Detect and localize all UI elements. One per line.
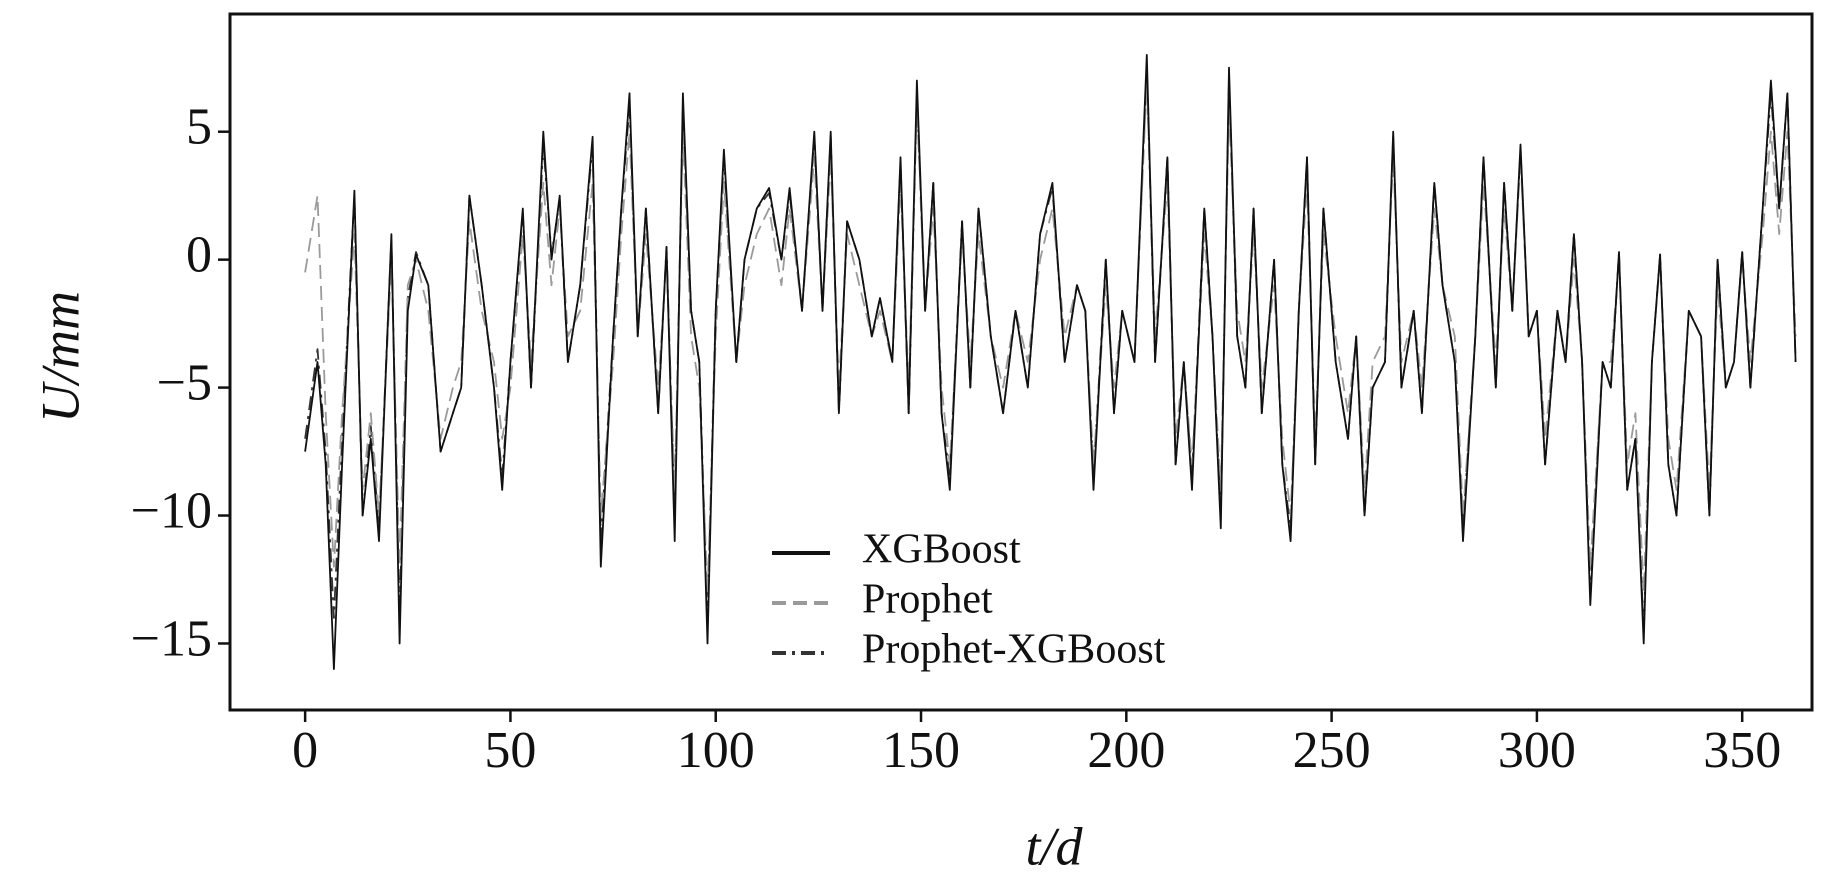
y-tick-label: −15 [131, 610, 212, 667]
legend-label: Prophet [862, 577, 993, 623]
plot-frame [228, 12, 1814, 712]
y-tick-label: 5 [186, 99, 212, 156]
x-tick-label: 100 [677, 722, 755, 779]
x-tick-label: 300 [1498, 722, 1576, 779]
legend-label: Prophet-XGBoost [862, 627, 1166, 673]
y-tick-label: −10 [131, 482, 212, 539]
x-tick-label: 50 [484, 722, 536, 779]
x-tick-label: 250 [1293, 722, 1371, 779]
x-axis-label: t/d [1025, 816, 1083, 874]
y-axis-label: U/mm [30, 291, 90, 423]
x-tick-label: 0 [292, 722, 318, 779]
series-line [304, 54, 1797, 670]
x-tick-label: 200 [1087, 722, 1165, 779]
y-tick-label: −5 [157, 355, 212, 412]
legend-label: XGBoost [862, 527, 1021, 573]
x-tick-label: 150 [882, 722, 960, 779]
y-tick-label: 0 [186, 227, 212, 284]
x-tick-label: 350 [1703, 722, 1781, 779]
